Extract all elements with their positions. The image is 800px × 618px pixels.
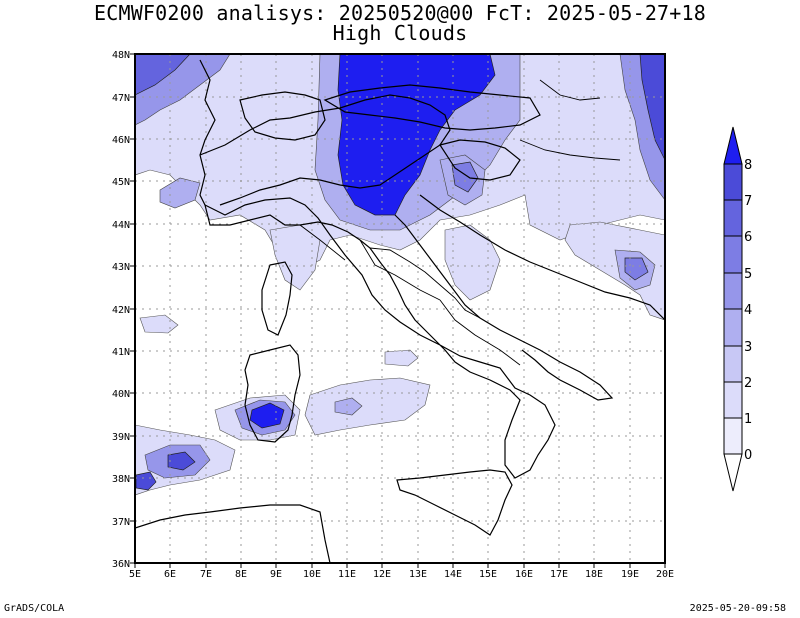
footer-timestamp: 2025-05-20-09:58 — [689, 603, 786, 614]
slovenia-border — [439, 139, 521, 181]
lon-label: 20E — [656, 569, 674, 580]
cloud-area-south-small — [384, 349, 419, 367]
lon-label: 5E — [129, 569, 141, 580]
colorbar-segment-5 — [723, 235, 743, 274]
coastlines — [135, 59, 665, 563]
lon-label: 17E — [550, 569, 568, 580]
axis-ticks — [130, 53, 666, 568]
footer-credit: GrADS/COLA — [4, 603, 65, 614]
colorbar-label: 7 — [744, 194, 752, 209]
colorbar-label: 2 — [744, 376, 752, 391]
colorbar-bottom-triangle — [723, 453, 743, 492]
switzerland-border — [239, 91, 326, 141]
colorbar-label: 8 — [744, 158, 752, 173]
lon-label: 14E — [444, 569, 462, 580]
croatia-coast — [419, 194, 665, 321]
cloud-area-tyrrhenian-mid — [334, 397, 363, 416]
lon-label: 12E — [373, 569, 391, 580]
lon-label: 9E — [270, 569, 282, 580]
lat-label: 46N — [112, 135, 130, 146]
cloud-fill-layer — [135, 54, 665, 496]
lon-label: 10E — [303, 569, 321, 580]
lon-label: 7E — [200, 569, 212, 580]
lat-label: 44N — [112, 220, 130, 231]
regional-borders — [299, 224, 521, 366]
colorbar-segment-7 — [723, 163, 743, 201]
corsica-coast — [261, 261, 293, 336]
lon-label: 6E — [164, 569, 176, 580]
lon-label: 19E — [621, 569, 639, 580]
colorbar-label: 1 — [744, 412, 752, 427]
lat-label: 45N — [112, 177, 130, 188]
colorbar-label: 5 — [744, 267, 752, 282]
colorbar-segment-3 — [723, 308, 743, 347]
cloud-area-balkan-core — [624, 257, 649, 281]
colorbar-segment-4 — [723, 272, 743, 310]
italy-coastline — [204, 197, 556, 479]
sardinia-coast — [244, 344, 301, 443]
lon-label: 11E — [338, 569, 356, 580]
lon-labels: 5E 6E 7E 8E 9E 10E 11E 12E 13E 14E 15E 1… — [129, 569, 674, 580]
cloud-area-alps-core — [337, 54, 496, 216]
colorbar-label: 6 — [744, 230, 752, 245]
cloud-area-ligurian-small — [139, 314, 179, 334]
lat-label: 42N — [112, 305, 130, 316]
lat-label: 43N — [112, 262, 130, 273]
lon-label: 8E — [235, 569, 247, 580]
colorbar-segment-6 — [723, 199, 743, 237]
lat-label: 38N — [112, 474, 130, 485]
grid-lines — [135, 54, 665, 563]
lat-labels: 36N 37N 38N 39N 40N 41N 42N 43N 44N 45N … — [112, 50, 130, 570]
cloud-area-ne-core — [639, 54, 665, 161]
title-line-1: ECMWF0200 analisys: 20250520@00 FcT: 202… — [93, 1, 707, 25]
central-europe-border — [519, 79, 621, 161]
colorbar-labels: 8 7 6 5 4 3 2 1 0 — [744, 158, 752, 463]
italy-adriatic-coast — [394, 214, 614, 401]
lat-label: 41N — [112, 347, 130, 358]
lat-label: 37N — [112, 517, 130, 528]
lat-label: 40N — [112, 389, 130, 400]
cloud-area-west-blob — [159, 177, 201, 209]
austria-border — [323, 84, 541, 131]
colorbar-label: 3 — [744, 340, 752, 355]
cloud-area-tyrrhenian — [304, 377, 431, 436]
title-line-2: High Clouds — [332, 21, 468, 45]
alpine-border — [199, 94, 451, 206]
france-border — [199, 59, 216, 206]
lon-label: 13E — [409, 569, 427, 580]
lon-label: 16E — [515, 569, 533, 580]
lat-label: 48N — [112, 50, 130, 61]
cloud-area-balkan-east — [564, 221, 665, 321]
cloud-area-nw-core — [135, 54, 191, 96]
cloud-area-sicily-channel-core — [167, 451, 196, 471]
lat-label: 47N — [112, 93, 130, 104]
cloud-area-sardinia-core — [249, 402, 285, 429]
cloud-area-central-adriatic — [444, 224, 501, 301]
north-africa-coast — [135, 504, 331, 563]
colorbar-label: 0 — [744, 448, 752, 463]
colorbar-segment-1 — [723, 381, 743, 419]
lat-label: 36N — [112, 559, 130, 570]
sicily-coast — [396, 469, 513, 536]
colorbar — [723, 126, 743, 492]
lon-label: 18E — [585, 569, 603, 580]
colorbar-segment-2 — [723, 345, 743, 383]
lon-label: 15E — [479, 569, 497, 580]
lat-label: 39N — [112, 432, 130, 443]
colorbar-label: 4 — [744, 303, 752, 318]
cloud-area-croatia-core — [451, 161, 479, 193]
colorbar-top-triangle — [723, 126, 743, 165]
colorbar-segment-0 — [723, 417, 743, 455]
